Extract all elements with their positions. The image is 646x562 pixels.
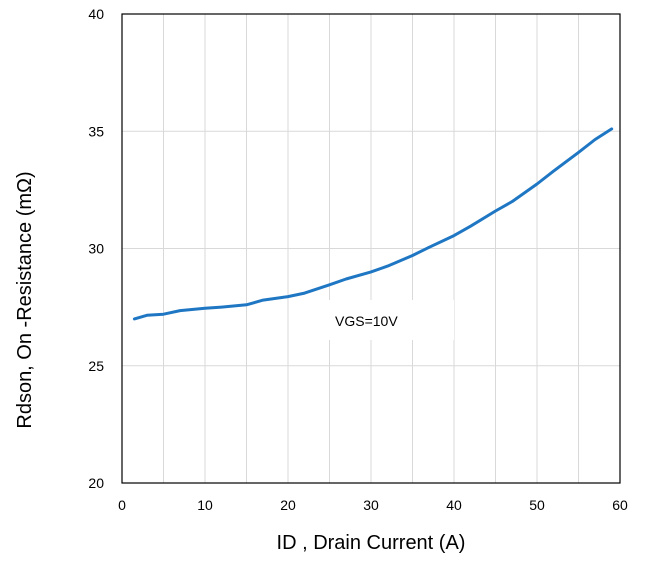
annotation-vgs: VGS=10V	[335, 313, 398, 329]
x-tick-labels: 0 10 20 30 40 50 60	[118, 497, 628, 513]
annotation-background	[329, 300, 454, 340]
x-tick-label-30: 30	[363, 497, 379, 513]
y-tick-label-20: 20	[88, 475, 104, 491]
x-tick-label-50: 50	[529, 497, 545, 513]
y-tick-labels: 20 25 30 35 40	[88, 6, 104, 491]
plot-frame	[121, 13, 621, 484]
x-axis-title: ID , Drain Current (A)	[277, 532, 466, 554]
y-tick-label-25: 25	[88, 358, 104, 374]
x-tick-label-0: 0	[118, 497, 126, 513]
horizontal-grid-lines	[122, 130, 620, 367]
y-axis-title: Rdson, On -Resistance (mΩ)	[14, 171, 36, 428]
x-tick-label-60: 60	[612, 497, 628, 513]
x-tick-label-10: 10	[197, 497, 213, 513]
x-tick-label-20: 20	[280, 497, 296, 513]
x-tick-label-40: 40	[446, 497, 462, 513]
y-tick-label-35: 35	[88, 123, 104, 139]
series-line-rdson	[132, 127, 614, 321]
y-tick-label-40: 40	[88, 6, 104, 22]
y-tick-label-30: 30	[88, 241, 104, 257]
